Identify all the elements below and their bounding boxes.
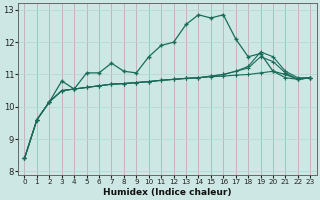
X-axis label: Humidex (Indice chaleur): Humidex (Indice chaleur) — [103, 188, 232, 197]
